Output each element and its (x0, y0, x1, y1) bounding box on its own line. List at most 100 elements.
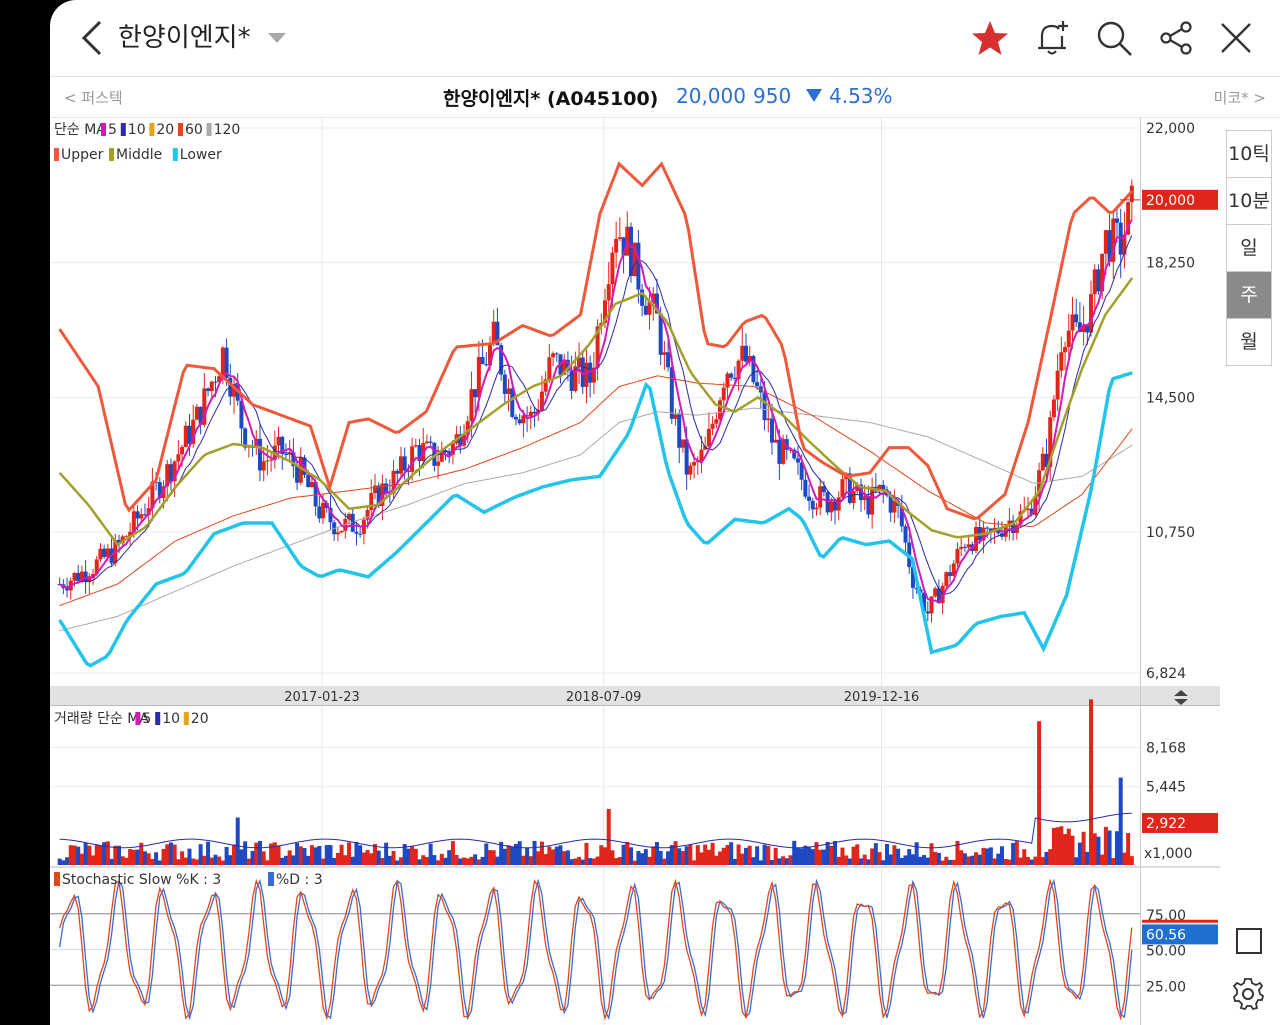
close-icon[interactable] (1216, 18, 1256, 58)
volume-bar (57, 858, 62, 865)
volume-bar (1029, 859, 1034, 865)
volume-bar (922, 855, 927, 865)
star-icon[interactable] (970, 18, 1010, 58)
candle-body (502, 374, 507, 394)
volume-bar (647, 856, 652, 865)
volume-bar (402, 844, 407, 865)
candle-body (339, 530, 344, 533)
candle-body (606, 284, 611, 301)
search-icon[interactable] (1094, 18, 1134, 58)
candle-body (870, 486, 875, 515)
volume-bar (784, 858, 789, 865)
volume-bar (98, 845, 103, 865)
volume-bar (988, 847, 993, 865)
volume-bar (250, 850, 255, 865)
ma-legend-prefix: 단순 MA (54, 122, 106, 138)
volume-bar (833, 841, 838, 865)
candle-body (1055, 370, 1060, 400)
volume-bar (736, 844, 741, 865)
volume-bar (298, 846, 303, 865)
gear-icon[interactable] (1230, 976, 1266, 1012)
volume-bar (729, 842, 734, 865)
bell-plus-icon[interactable] (1032, 18, 1072, 58)
candle-body (65, 588, 70, 591)
volume-bar (944, 856, 949, 865)
period-day-button[interactable]: 일 (1226, 225, 1272, 272)
volume-bar (187, 848, 192, 865)
x-tick-label: 2017-01-23 (284, 690, 360, 705)
candle-body (799, 462, 804, 480)
candle-body (925, 611, 930, 614)
candle-body (862, 496, 867, 501)
candle-body (892, 500, 897, 513)
volume-bar (888, 854, 893, 865)
volume-legend-swatch (135, 712, 141, 725)
volume-bar (194, 859, 199, 865)
volume-bar (94, 844, 99, 865)
candle-body (402, 456, 407, 471)
period-10min-button[interactable]: 10분 (1226, 178, 1272, 225)
volume-bar (269, 843, 274, 865)
share-icon[interactable] (1156, 18, 1196, 58)
candle-body (365, 509, 370, 520)
next-stock-link[interactable]: 미코* > (1213, 89, 1266, 107)
candle-body (142, 514, 147, 516)
volume-bar (1014, 841, 1019, 865)
back-arrow-icon[interactable] (78, 18, 108, 58)
volume-legend-prefix: 거래량 단순 MA (54, 711, 149, 727)
candle-body (881, 484, 886, 491)
volume-bar (684, 846, 689, 865)
candle-body (1126, 202, 1131, 235)
prev-stock-link[interactable]: < 퍼스텍 (64, 89, 123, 107)
candle-body (206, 388, 211, 392)
candle-body (1107, 230, 1112, 262)
candle-body (955, 548, 960, 564)
period-week-button[interactable]: 주 (1226, 272, 1272, 319)
candle-body (610, 252, 615, 285)
volume-bar (217, 856, 222, 865)
candle-body (725, 373, 730, 388)
volume-bar (358, 845, 363, 865)
volume-bar (914, 842, 919, 865)
candle-body (506, 388, 511, 394)
period-10tick-button[interactable]: 10틱 (1226, 130, 1272, 178)
bb-legend-item: Lower (180, 147, 222, 163)
candle-body (306, 474, 311, 488)
volume-bar (317, 845, 322, 865)
volume-bar (907, 849, 912, 865)
candle-body (72, 572, 77, 581)
candle-body (706, 428, 711, 447)
volume-bar (206, 841, 211, 865)
period-month-button[interactable]: 월 (1226, 319, 1272, 366)
volume-bar (79, 853, 84, 865)
chevron-down-icon[interactable] (268, 33, 286, 43)
candle-body (562, 359, 567, 375)
volume-bar (1085, 851, 1090, 865)
volume-bar (870, 848, 875, 865)
square-icon[interactable] (1236, 928, 1262, 954)
candle-body (658, 313, 663, 355)
volume-bar (387, 855, 392, 865)
volume-bar (406, 848, 411, 865)
ma-legend-swatch (206, 123, 212, 136)
candle-body (176, 454, 181, 462)
volume-ma-line (59, 812, 1132, 849)
candle-body (510, 388, 515, 417)
volume-bar (506, 845, 511, 865)
bollinger-upper-line (58, 161, 1134, 521)
volume-bar (747, 845, 752, 865)
volume-bar (788, 855, 793, 865)
candle-body (347, 513, 352, 519)
volume-bar (688, 844, 693, 865)
volume-bar (146, 853, 151, 865)
candle-body (962, 546, 967, 548)
candle-body (851, 491, 856, 503)
volume-bar (591, 858, 596, 865)
volume-bar (432, 855, 437, 865)
stock-chart[interactable]: 2017-01-23 2018-07-09 2019-12-16 22,000 18,2… (50, 118, 1220, 1025)
candle-body (1059, 352, 1064, 371)
candle-body (98, 548, 103, 560)
volume-bar (807, 847, 812, 865)
volume-bar (703, 844, 708, 865)
volume-legend-item: 5 (142, 711, 151, 727)
